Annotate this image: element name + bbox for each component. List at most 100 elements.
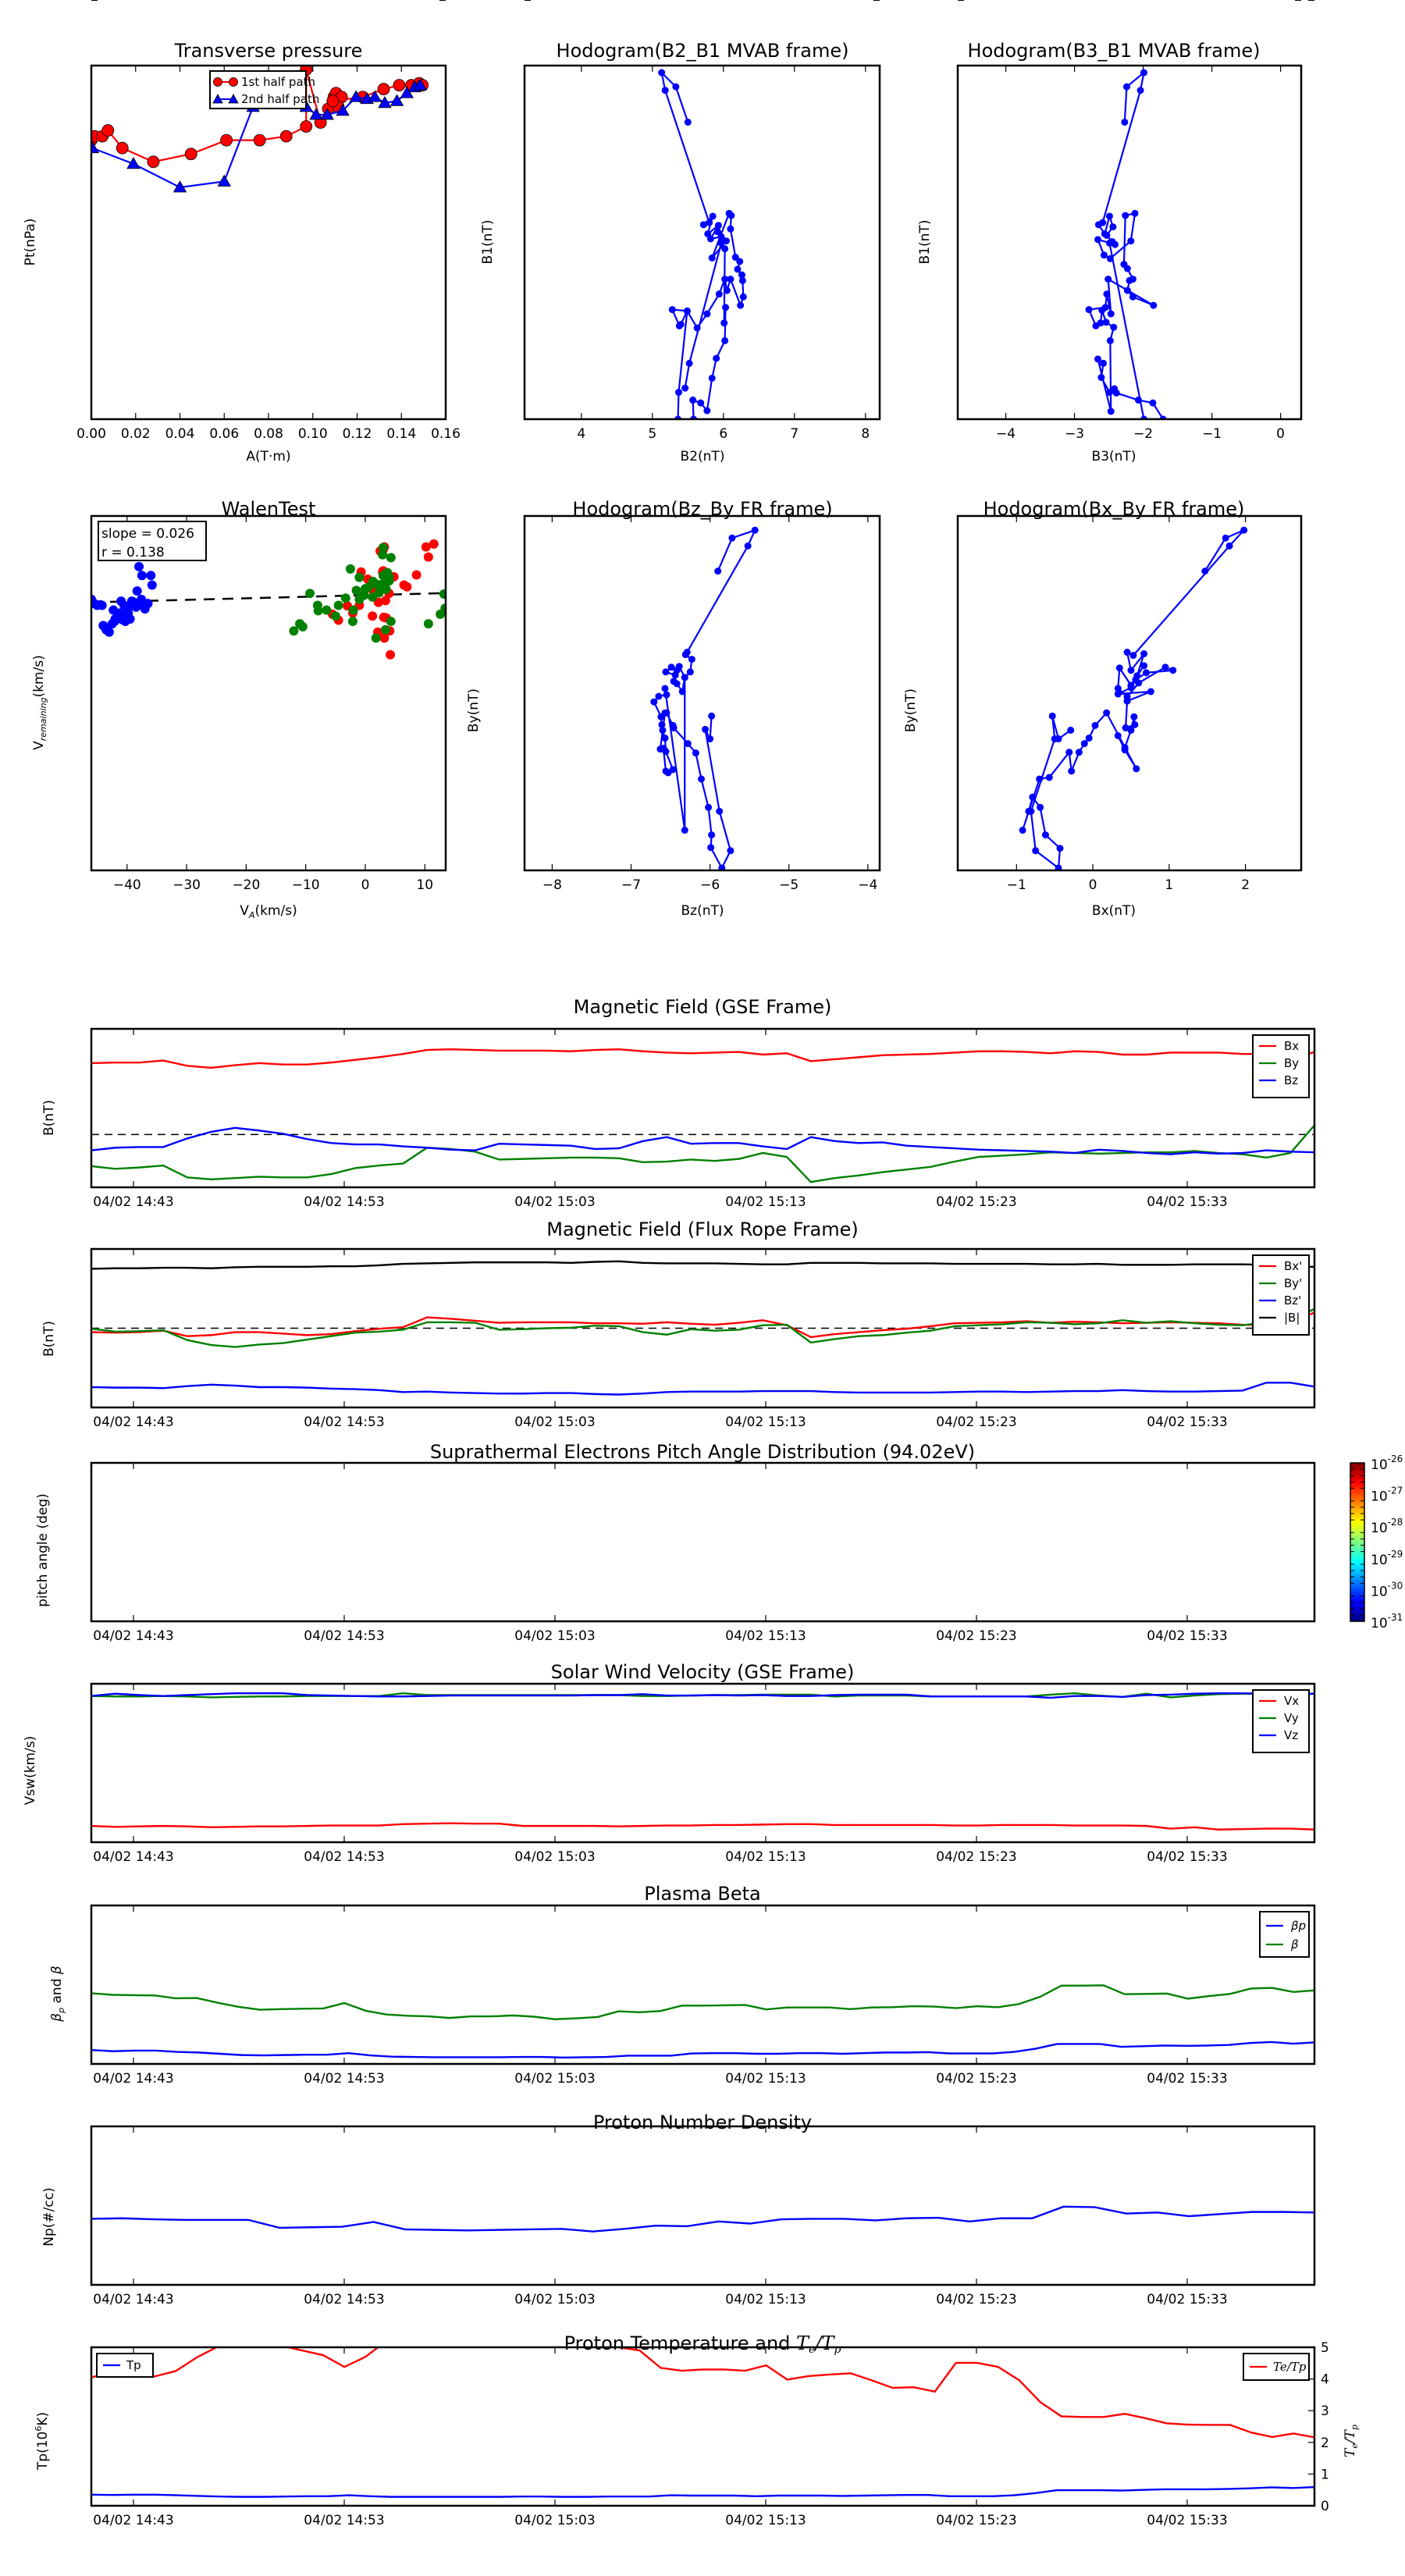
scatter-point-green xyxy=(440,603,446,614)
x-tick-label: 04/02 15:03 xyxy=(514,2071,595,2087)
data-point xyxy=(116,141,129,155)
legend-label: Vy xyxy=(1284,1711,1299,1725)
scatter-point-blue xyxy=(132,586,142,596)
scatter-point-red xyxy=(429,539,439,549)
r-text: r = 0.138 xyxy=(101,545,165,560)
data-point xyxy=(703,407,711,415)
y-axis-label: By(nT) xyxy=(903,688,919,732)
data-point xyxy=(1100,359,1108,367)
data-point xyxy=(1048,712,1056,720)
data-point xyxy=(717,239,725,247)
data-point xyxy=(389,94,404,106)
scatter-point-green xyxy=(297,621,308,632)
data-point xyxy=(738,276,746,284)
y-tick-label: −0.5 xyxy=(488,0,520,4)
y-tick-label: 5 xyxy=(78,0,87,4)
y-tick-label: 0 xyxy=(78,0,87,4)
y-tick-label: 0.010 xyxy=(48,0,87,4)
x-tick-label: 04/02 15:33 xyxy=(1147,1849,1227,1865)
y-tick-label: 1.5 xyxy=(499,0,520,4)
data-point xyxy=(378,96,392,109)
y-axis-label: Vremaining(km/s) xyxy=(31,655,48,750)
scatter-point-green xyxy=(386,553,396,563)
plot-area xyxy=(91,2205,1314,2233)
data-point xyxy=(1127,684,1135,692)
data-point xyxy=(1112,389,1120,397)
x-tick-label: −20 xyxy=(232,877,260,893)
data-point xyxy=(681,674,688,681)
x-tick-label: 04/02 15:13 xyxy=(725,1628,806,1644)
data-point xyxy=(683,307,691,315)
data-point xyxy=(1112,240,1119,248)
y-tick-label: −1 xyxy=(500,0,520,4)
axes-frame xyxy=(523,514,881,872)
scatter-point-green xyxy=(330,611,340,621)
data-point xyxy=(326,94,340,108)
data-point xyxy=(681,651,689,659)
y-tick-label: 2 xyxy=(78,0,87,4)
scatter-point-red xyxy=(402,582,412,592)
data-point xyxy=(336,104,350,116)
data-point xyxy=(1126,276,1133,284)
plot-area xyxy=(91,1692,1314,1831)
data-point xyxy=(673,680,681,688)
data-point xyxy=(1140,662,1148,670)
data-point xyxy=(1105,389,1113,397)
y-tick-label: 60 xyxy=(69,0,87,4)
scatter-point-green xyxy=(381,584,391,594)
y-tick-label-right: 0 xyxy=(1321,2499,1329,2514)
x-tick-label: 04/02 14:53 xyxy=(304,1628,384,1644)
x-tick-label: −30 xyxy=(173,877,201,893)
data-point xyxy=(744,542,752,550)
x-tick-label: 04/02 15:33 xyxy=(1147,2513,1227,2528)
data-point xyxy=(1240,526,1248,534)
series-line-Bz-By xyxy=(653,528,757,870)
x-tick-label: −40 xyxy=(113,877,141,893)
y-tick-label: −30 xyxy=(59,0,87,4)
data-point xyxy=(727,225,735,233)
data-point xyxy=(661,87,669,94)
scatter-point-green xyxy=(333,600,343,610)
x-axis-label: VA(km/s) xyxy=(240,903,297,920)
data-point xyxy=(377,83,390,96)
y-tick-label: 0 xyxy=(944,0,953,4)
x-tick-label: 04/02 14:53 xyxy=(304,2292,384,2307)
data-point xyxy=(1045,774,1053,781)
data-point xyxy=(1115,664,1123,672)
y-tick-label: 0.014 xyxy=(48,0,87,4)
x-tick-label: 04/02 15:23 xyxy=(936,2513,1016,2528)
series-line-B xyxy=(91,1260,1314,1270)
data-point xyxy=(663,709,670,717)
data-point xyxy=(662,668,670,676)
series-line-Bz xyxy=(91,1382,1314,1396)
x-tick-label: 4 xyxy=(577,426,585,442)
y-tick-label: 4 xyxy=(78,0,87,4)
data-point xyxy=(1129,293,1136,301)
chart-title: Magnetic Field (Flux Rope Frame) xyxy=(546,1219,858,1240)
data-point xyxy=(1065,749,1073,756)
data-point xyxy=(1123,265,1131,272)
data-point xyxy=(670,724,678,731)
y-tick-label: 0.018 xyxy=(48,0,87,4)
y-tick-label: 3 xyxy=(511,0,520,4)
data-point xyxy=(1225,542,1233,550)
y-tick-label: 1 xyxy=(944,0,953,4)
data-point xyxy=(668,306,676,314)
scatter-point-green xyxy=(351,585,361,596)
y-tick-label: 3 xyxy=(944,0,953,4)
legend-box xyxy=(1259,1911,1310,1958)
scatter-point-red xyxy=(423,552,433,562)
plot-area xyxy=(1085,69,1167,419)
data-point xyxy=(1097,319,1104,327)
y-tick-label: 20 xyxy=(69,0,87,4)
y-axis-label: Tp(106K) xyxy=(34,2412,51,2471)
y-tick-label: 0 xyxy=(78,0,87,4)
scatter-point-green xyxy=(359,590,369,600)
x-tick-label: 10 xyxy=(416,877,433,893)
legend-label: Te/Tp xyxy=(1273,2360,1307,2374)
chart-title: Plasma Beta xyxy=(644,1883,760,1905)
panel-proton-density: Proton Number Density Np(#/cc) 051015202… xyxy=(41,0,1316,2307)
y-tick-label: 15 xyxy=(69,0,87,4)
y-tick-label: 0.002 xyxy=(48,0,87,4)
